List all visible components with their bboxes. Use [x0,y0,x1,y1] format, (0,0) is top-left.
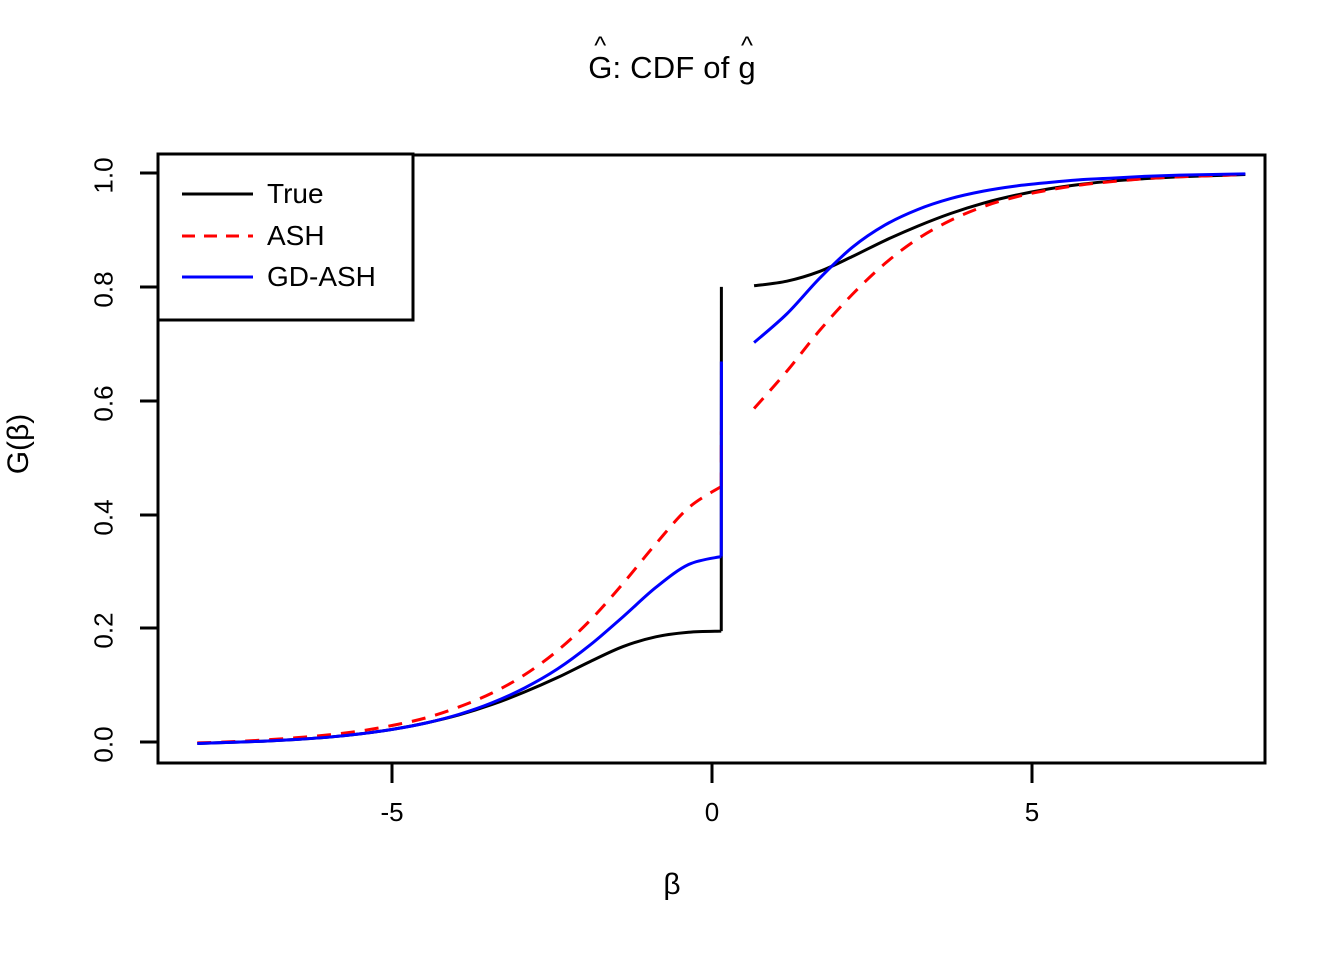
title-hat-accent-lower: ^ [741,32,754,61]
legend-box [156,152,415,322]
x-axis-ticks [390,763,1034,783]
x-tick-label-2: 5 [1024,797,1040,827]
chart-title: ^ G: CDF of ^ g [0,33,1344,86]
series-gd-ash [197,172,1246,745]
y-axis-ticks [140,171,158,744]
x-tick-label-1: 0 [704,797,720,827]
x-tick-label-0: -5 [380,797,404,827]
title-g-lower-hat: ^ g [738,33,756,86]
legend-label-true: True [267,178,324,209]
title-g-hat: ^ G [588,33,613,86]
legend-label-gdash: GD-ASH [267,261,376,292]
data-curves [197,172,1246,745]
title-middle-text: : CDF of [612,50,739,85]
title-g-base: G [588,50,613,85]
title-g-lower-base: g [738,50,756,85]
title-hat-accent-upper: ^ [594,32,607,61]
legend-label-ash: ASH [267,220,325,251]
x-axis-label: β [663,868,681,901]
